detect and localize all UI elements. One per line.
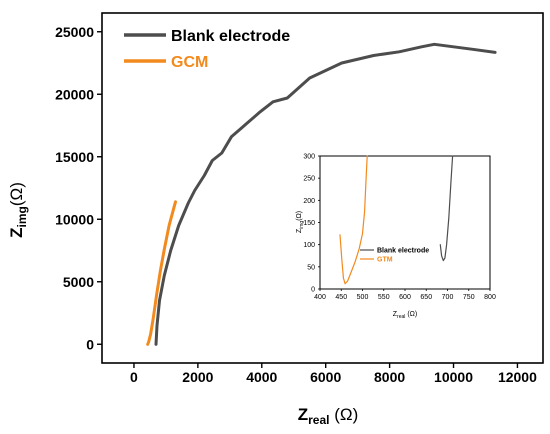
main-y-tick-label: 15000 bbox=[55, 149, 94, 165]
main-y-axis-label-main: Z bbox=[7, 227, 26, 237]
main-y-axis-label-sub: img bbox=[15, 206, 29, 227]
main-y-tick-label: 25000 bbox=[55, 24, 94, 40]
inset-x-axis-label-main: Z bbox=[393, 311, 398, 318]
inset-x-tick-label: 650 bbox=[420, 294, 432, 301]
inset-y-tick-label: 250 bbox=[303, 176, 315, 183]
inset-x-tick-label: 500 bbox=[357, 294, 369, 301]
main-legend: Blank electrode GCM bbox=[124, 28, 290, 71]
main-x-tick-label: 12000 bbox=[498, 369, 537, 385]
main-series-line-blank-electrode bbox=[154, 42, 497, 346]
inset-x-tick-label: 750 bbox=[463, 294, 475, 301]
inset-x-axis: 400 450 500 550 600 650 700 750 800 bbox=[314, 289, 496, 301]
main-y-axis-label-unit: (Ω) bbox=[7, 182, 26, 206]
inset-x-tick-label: 700 bbox=[442, 294, 454, 301]
inset-y-axis-label-sub: img bbox=[299, 221, 305, 229]
inset-x-tick-label: 600 bbox=[399, 294, 411, 301]
main-x-tick-label: 2000 bbox=[182, 369, 213, 385]
inset-legend-label-gtm: GTM bbox=[377, 257, 393, 264]
inset-y-tick-label: 0 bbox=[311, 287, 315, 294]
main-series-group bbox=[146, 42, 497, 346]
main-plot-frame bbox=[101, 12, 544, 364]
inset-y-tick-label: 300 bbox=[303, 154, 315, 161]
inset-y-axis-label: Zimg(Ω) bbox=[296, 211, 305, 233]
inset-y-tick-label: 100 bbox=[303, 242, 315, 249]
main-x-tick-label: 6000 bbox=[310, 369, 341, 385]
main-legend-label-gcm: GCM bbox=[171, 54, 208, 71]
main-x-tick-label: 4000 bbox=[246, 369, 277, 385]
main-x-tick-label: 0 bbox=[130, 369, 138, 385]
inset-y-tick-label: 200 bbox=[303, 198, 315, 205]
inset-series-group bbox=[339, 155, 454, 285]
inset-legend: Blank electrode GTM bbox=[360, 248, 429, 264]
main-y-tick-label: 10000 bbox=[55, 211, 94, 227]
main-x-axis-label-main: Z bbox=[298, 405, 308, 424]
main-x-tick-label: 10000 bbox=[434, 369, 473, 385]
inset-legend-label-blank-electrode: Blank electrode bbox=[377, 248, 429, 255]
main-legend-label-blank-electrode: Blank electrode bbox=[171, 28, 290, 45]
inset-x-tick-label: 800 bbox=[484, 294, 496, 301]
inset-series-line-blank-electrode bbox=[439, 155, 454, 262]
inset-plot: 0 50 100 150 200 250 300 400 450 500 550 600 650 700… bbox=[303, 154, 496, 302]
inset-y-tick-label: 50 bbox=[307, 264, 315, 271]
inset-x-tick-label: 550 bbox=[378, 294, 390, 301]
inset-x-axis-label: Zreal (Ω) bbox=[393, 311, 417, 320]
inset-plot-frame bbox=[319, 155, 491, 290]
main-y-axis-label: Zimg(Ω) bbox=[7, 182, 29, 238]
inset-series-line-gtm bbox=[339, 155, 368, 285]
inset-x-axis-label-sub: real bbox=[397, 314, 405, 320]
main-x-axis: 0 2000 4000 6000 8000 10000 12000 bbox=[130, 363, 537, 385]
inset-x-tick-label: 400 bbox=[314, 294, 326, 301]
main-y-tick-label: 20000 bbox=[55, 86, 94, 102]
inset-y-axis-label-main: Z bbox=[296, 228, 303, 233]
main-x-axis-label-unit: (Ω) bbox=[329, 405, 358, 424]
inset-y-tick-label: 150 bbox=[303, 220, 315, 227]
main-y-axis: 0 5000 10000 15000 20000 25000 bbox=[55, 24, 102, 352]
main-x-axis-label: Zreal (Ω) bbox=[298, 405, 359, 427]
main-x-tick-label: 8000 bbox=[374, 369, 405, 385]
main-y-tick-label: 5000 bbox=[63, 274, 94, 290]
inset-y-axis: 0 50 100 150 200 250 300 bbox=[303, 154, 320, 294]
inset-x-tick-label: 450 bbox=[335, 294, 347, 301]
main-x-axis-label-sub: real bbox=[308, 413, 329, 427]
inset-x-axis-label-unit: (Ω) bbox=[405, 311, 417, 318]
inset-y-axis-label-unit: (Ω) bbox=[296, 211, 303, 221]
main-series-line-gcm bbox=[146, 200, 177, 346]
main-y-tick-label: 0 bbox=[86, 336, 94, 352]
